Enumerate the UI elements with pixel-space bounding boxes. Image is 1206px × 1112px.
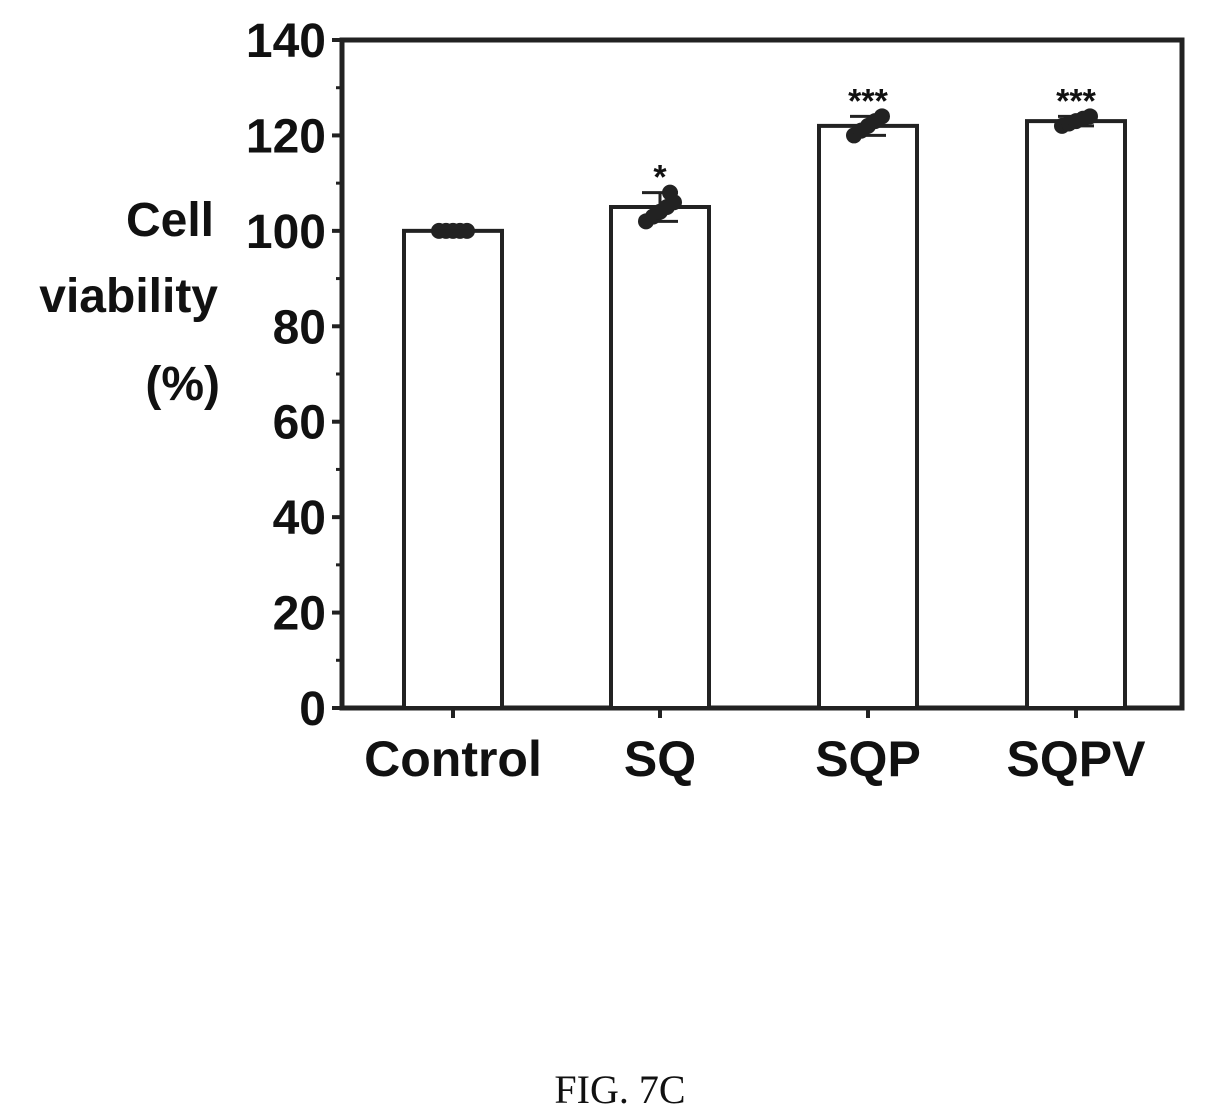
significance-marker: *** bbox=[848, 82, 888, 120]
bar-control bbox=[402, 228, 504, 710]
bar-sqp bbox=[817, 123, 919, 710]
y-tick-label: 40 bbox=[273, 492, 326, 545]
y-tick-label: 20 bbox=[273, 588, 326, 641]
y-ticks: 0 20 40 60 80 100 120 140 bbox=[246, 15, 342, 736]
y-axis-label: Cell viability (%) bbox=[39, 194, 220, 411]
y-tick-label: 140 bbox=[246, 15, 326, 68]
data-points: **** *** bbox=[431, 82, 1098, 239]
significance-marker: *** bbox=[1056, 82, 1096, 120]
y-tick-label: 0 bbox=[299, 683, 326, 736]
x-tick-label: SQ bbox=[624, 731, 696, 787]
significance-marker: * bbox=[653, 159, 667, 197]
bars bbox=[402, 119, 1127, 711]
x-ticks: Control SQ SQP SQPV bbox=[364, 708, 1146, 787]
y-tick-label: 80 bbox=[273, 301, 326, 354]
x-tick-label: Control bbox=[364, 731, 542, 787]
figure-caption: FIG. 7C bbox=[554, 1067, 685, 1112]
y-tick-label: 120 bbox=[246, 110, 326, 163]
x-tick-label: SQPV bbox=[1007, 731, 1147, 787]
y-axis-label-line: Cell bbox=[126, 194, 214, 247]
bar-sqpv bbox=[1025, 119, 1127, 711]
y-tick-label: 60 bbox=[273, 397, 326, 450]
bar-sq bbox=[609, 205, 711, 710]
y-tick-label: 100 bbox=[246, 206, 326, 259]
y-axis-label-line: viability bbox=[39, 270, 218, 323]
x-tick-label: SQP bbox=[815, 731, 921, 787]
y-axis-label-line: (%) bbox=[145, 358, 220, 411]
